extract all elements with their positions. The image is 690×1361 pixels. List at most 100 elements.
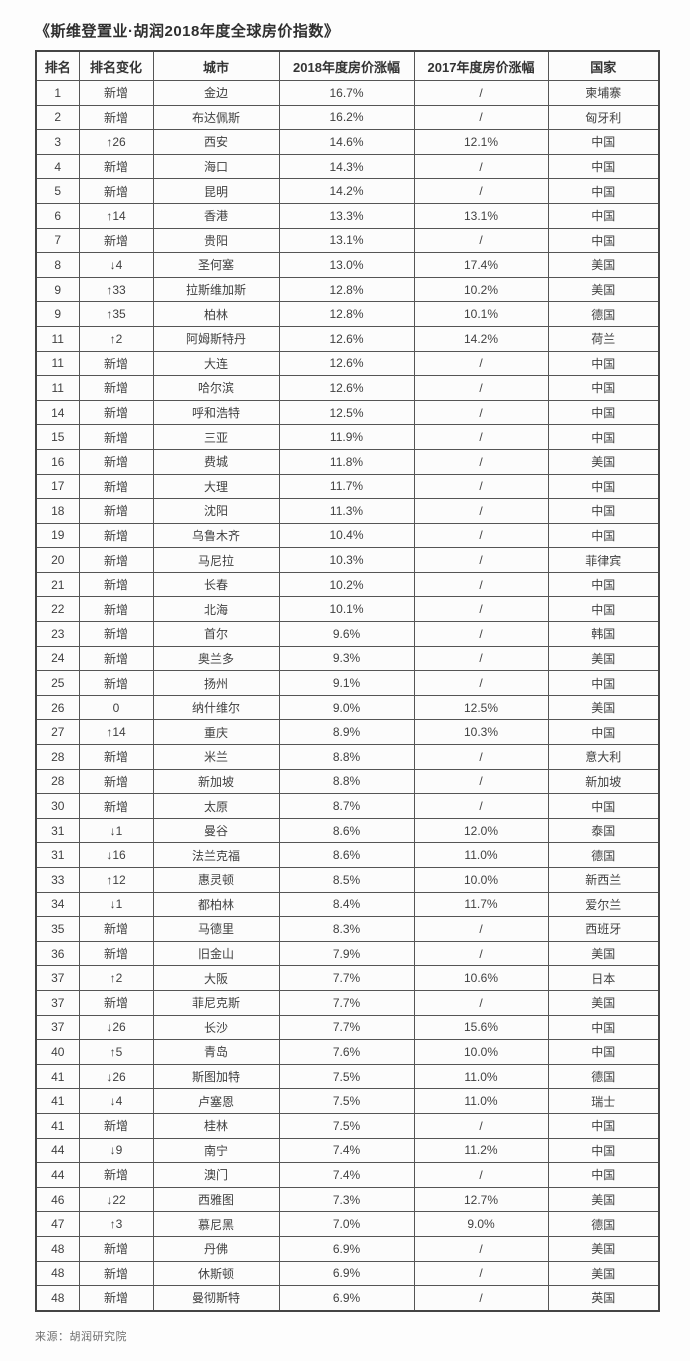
table-cell: 48 bbox=[35, 1260, 80, 1287]
table-cell: / bbox=[413, 375, 549, 401]
table-cell: 16.7% bbox=[278, 80, 415, 106]
table-cell: 中国 bbox=[547, 227, 660, 254]
table-row: 37 ↓26 长沙 7.7% 15.6% 中国 bbox=[35, 1014, 660, 1041]
table-cell: 7.5% bbox=[278, 1088, 415, 1114]
table-row: 41 ↓26 斯图加特 7.5% 11.0% 德国 bbox=[35, 1063, 660, 1090]
table-cell: 新增 bbox=[78, 498, 154, 524]
table-cell: 菲律宾 bbox=[547, 547, 660, 573]
table-cell: 13.1% bbox=[278, 227, 415, 254]
table-row: 11 新增 大连 12.6% / 中国 bbox=[35, 350, 660, 377]
table-cell: ↑26 bbox=[78, 129, 154, 155]
table-cell: 哈尔滨 bbox=[152, 375, 280, 401]
table-cell: 10.2% bbox=[413, 276, 549, 303]
table-cell: 11 bbox=[35, 375, 80, 401]
table-row: 48 新增 休斯顿 6.9% / 美国 bbox=[35, 1260, 660, 1287]
table-cell: / bbox=[413, 645, 549, 672]
table-cell: 德国 bbox=[547, 301, 660, 327]
table-cell: 大理 bbox=[152, 473, 280, 500]
table-cell: ↑14 bbox=[78, 719, 154, 746]
table-cell: 瑞士 bbox=[547, 1088, 660, 1114]
table-cell: 新增 bbox=[78, 350, 154, 377]
table-cell: 柬埔寨 bbox=[547, 80, 660, 106]
table-cell: 呼和浩特 bbox=[152, 399, 280, 426]
table-cell: 7.0% bbox=[278, 1211, 415, 1237]
table-cell: 36 bbox=[35, 940, 80, 967]
table-cell: 11 bbox=[35, 350, 80, 377]
table-cell: 北海 bbox=[152, 596, 280, 623]
table-cell: 0 bbox=[78, 694, 154, 721]
table-cell: ↑3 bbox=[78, 1211, 154, 1237]
table-cell: 惠灵顿 bbox=[152, 867, 280, 893]
table-cell: 新加坡 bbox=[547, 768, 660, 795]
table-row: 7 新增 贵阳 13.1% / 中国 bbox=[35, 227, 660, 254]
table-row: 9 ↑33 拉斯维加斯 12.8% 10.2% 美国 bbox=[35, 276, 660, 303]
table-cell: 8.4% bbox=[278, 891, 415, 918]
table-cell: 41 bbox=[35, 1112, 80, 1139]
table-cell: 菲尼克斯 bbox=[152, 989, 280, 1016]
table-cell: 桂林 bbox=[152, 1112, 280, 1139]
table-cell: 曼谷 bbox=[152, 817, 280, 844]
table-cell: 美国 bbox=[547, 694, 660, 721]
table-cell: 美国 bbox=[547, 252, 660, 278]
table-row: 28 新增 新加坡 8.8% / 新加坡 bbox=[35, 768, 660, 795]
table-cell: 9 bbox=[35, 301, 80, 327]
table-row: 46 ↓22 西雅图 7.3% 12.7% 美国 bbox=[35, 1186, 660, 1213]
table-row: 17 新增 大理 11.7% / 中国 bbox=[35, 473, 660, 500]
table-cell: 21 bbox=[35, 571, 80, 598]
table-cell: 12.5% bbox=[413, 694, 549, 721]
table-cell: 慕尼黑 bbox=[152, 1211, 280, 1237]
table-cell: / bbox=[413, 498, 549, 524]
price-index-table: 排名 排名变化 城市 2018年度房价涨幅 2017年度房价涨幅 国家 1 新增 金边 16.7… bbox=[35, 50, 660, 1312]
table-cell: 都柏林 bbox=[152, 891, 280, 918]
table-cell: 48 bbox=[35, 1285, 80, 1312]
table-cell: 新增 bbox=[78, 424, 154, 450]
table-cell: 6.9% bbox=[278, 1285, 415, 1312]
table-cell: 乌鲁木齐 bbox=[152, 522, 280, 549]
table-cell: 35 bbox=[35, 916, 80, 942]
table-cell: / bbox=[413, 399, 549, 426]
table-cell: ↑14 bbox=[78, 202, 154, 229]
table-cell: ↓26 bbox=[78, 1014, 154, 1041]
table-cell: 28 bbox=[35, 744, 80, 770]
table-cell: 8.9% bbox=[278, 719, 415, 746]
header-row: 排名 排名变化 城市 2018年度房价涨幅 2017年度房价涨幅 国家 bbox=[35, 50, 660, 81]
table-cell: 新增 bbox=[78, 80, 154, 106]
table-cell: 金边 bbox=[152, 80, 280, 106]
table-row: 47 ↑3 慕尼黑 7.0% 9.0% 德国 bbox=[35, 1211, 660, 1237]
table-row: 22 新增 北海 10.1% / 中国 bbox=[35, 596, 660, 623]
table-row: 4 新增 海口 14.3% / 中国 bbox=[35, 153, 660, 180]
table-cell: 布达佩斯 bbox=[152, 104, 280, 131]
table-cell: 美国 bbox=[547, 989, 660, 1016]
table-cell: 新西兰 bbox=[547, 867, 660, 893]
table-cell: 中国 bbox=[547, 1039, 660, 1065]
table-cell: / bbox=[413, 104, 549, 131]
table-cell: 14 bbox=[35, 399, 80, 426]
table-cell: 11.0% bbox=[413, 1063, 549, 1090]
table-cell: 西雅图 bbox=[152, 1186, 280, 1213]
table-cell: 中国 bbox=[547, 399, 660, 426]
table-cell: 海口 bbox=[152, 153, 280, 180]
table-cell: 扬州 bbox=[152, 670, 280, 696]
table-cell: 斯图加特 bbox=[152, 1063, 280, 1090]
table-cell: 6.9% bbox=[278, 1235, 415, 1262]
table-cell: 英国 bbox=[547, 1285, 660, 1312]
table-cell: / bbox=[413, 571, 549, 598]
table-cell: 重庆 bbox=[152, 719, 280, 746]
table-cell: 11.2% bbox=[413, 1137, 549, 1164]
table-cell: 新增 bbox=[78, 227, 154, 254]
table-cell: 22 bbox=[35, 596, 80, 623]
column-header: 城市 bbox=[152, 50, 280, 81]
table-row: 40 ↑5 青岛 7.6% 10.0% 中国 bbox=[35, 1039, 660, 1065]
table-cell: 10.3% bbox=[278, 547, 415, 573]
table-cell: 中国 bbox=[547, 719, 660, 746]
table-row: 5 新增 昆明 14.2% / 中国 bbox=[35, 178, 660, 204]
table-cell: 14.3% bbox=[278, 153, 415, 180]
source-note: 来源：胡润研究院 bbox=[35, 1330, 127, 1343]
table-cell: / bbox=[413, 989, 549, 1016]
table-cell: 旧金山 bbox=[152, 940, 280, 967]
table-cell: 11.8% bbox=[278, 448, 415, 475]
table-cell: 11.7% bbox=[278, 473, 415, 500]
table-cell: 新增 bbox=[78, 153, 154, 180]
table-row: 37 ↑2 大阪 7.7% 10.6% 日本 bbox=[35, 965, 660, 991]
